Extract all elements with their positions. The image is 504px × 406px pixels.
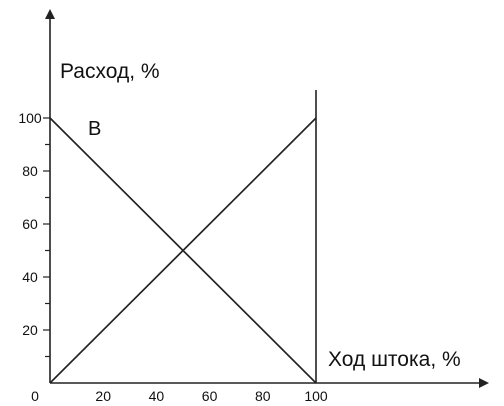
x-axis-label: Ход штока, %: [328, 348, 461, 371]
x-tick-label: 80: [255, 388, 271, 404]
y-tick-label: 60: [22, 216, 38, 232]
tick-marks: [43, 117, 50, 358]
x-tick-label: 100: [304, 388, 328, 404]
y-tick-label: 20: [22, 322, 38, 338]
y-axis-label: Расход, %: [60, 60, 160, 83]
y-tick-label: 80: [22, 163, 38, 179]
x-tick-label: 20: [95, 388, 111, 404]
series-line-2: [49, 117, 317, 384]
series-b-label: B: [88, 118, 101, 140]
tick-labels: 20 40 60 80 100 0 20 40 60 80 100: [18, 110, 328, 404]
y-tick-label: 40: [22, 269, 38, 285]
x-tick-label: 40: [149, 388, 165, 404]
y-tick-label: 100: [18, 110, 42, 126]
series-lines: [49, 117, 317, 384]
x-tick-label: 0: [31, 388, 39, 404]
x-tick-label: 60: [202, 388, 218, 404]
